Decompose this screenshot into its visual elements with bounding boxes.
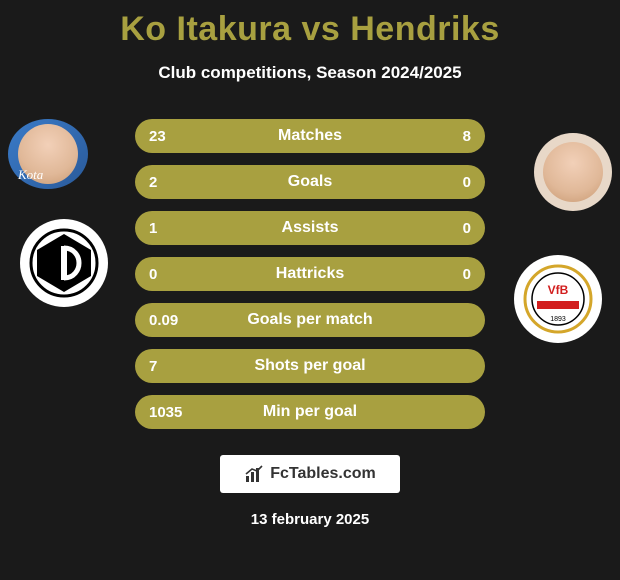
club-right-badge: VfB 1893 bbox=[514, 255, 602, 343]
subtitle: Club competitions, Season 2024/2025 bbox=[0, 63, 620, 83]
club-left-badge bbox=[20, 219, 108, 307]
borussia-badge-icon bbox=[29, 228, 99, 298]
page-title: Ko Itakura vs Hendriks bbox=[0, 0, 620, 49]
stat-row: 23 Matches 8 bbox=[135, 119, 485, 153]
chart-icon bbox=[244, 464, 264, 484]
stat-row: 0.09 Goals per match bbox=[135, 303, 485, 337]
stat-label: Assists bbox=[282, 219, 339, 237]
stat-row: 1035 Min per goal bbox=[135, 395, 485, 429]
stat-right-value: 0 bbox=[463, 220, 471, 237]
stat-row: 2 Goals 0 bbox=[135, 165, 485, 199]
stat-label: Goals per match bbox=[247, 311, 372, 329]
stat-label: Hattricks bbox=[276, 265, 344, 283]
player-left-avatar: Kota bbox=[8, 119, 88, 189]
comparison-panel: Kota VfB 1893 23 Matches 8 2 Goals bbox=[0, 119, 620, 528]
stat-label: Goals bbox=[288, 173, 332, 191]
stat-right-value: 0 bbox=[463, 266, 471, 283]
stats-list: 23 Matches 8 2 Goals 0 1 Assists 0 0 Hat… bbox=[135, 119, 485, 429]
player-left-signature: Kota bbox=[18, 167, 43, 183]
stat-row: 1 Assists 0 bbox=[135, 211, 485, 245]
brand-badge[interactable]: FcTables.com bbox=[220, 455, 400, 493]
stat-left-value: 23 bbox=[149, 128, 166, 145]
stat-left-value: 0 bbox=[149, 266, 157, 283]
vfb-badge-icon: VfB 1893 bbox=[523, 264, 593, 334]
brand-label: FcTables.com bbox=[270, 465, 376, 483]
player-right-avatar bbox=[534, 133, 612, 211]
stat-left-value: 7 bbox=[149, 358, 157, 375]
svg-text:VfB: VfB bbox=[548, 283, 569, 297]
stat-right-value: 0 bbox=[463, 174, 471, 191]
stat-label: Shots per goal bbox=[254, 357, 365, 375]
stat-row: 7 Shots per goal bbox=[135, 349, 485, 383]
stat-left-value: 1035 bbox=[149, 404, 182, 421]
stat-left-value: 2 bbox=[149, 174, 157, 191]
stat-row: 0 Hattricks 0 bbox=[135, 257, 485, 291]
stat-right-value: 8 bbox=[463, 128, 471, 145]
player-photo-icon bbox=[543, 142, 603, 202]
stat-left-value: 0.09 bbox=[149, 312, 178, 329]
footer-date: 13 february 2025 bbox=[0, 511, 620, 528]
stat-label: Matches bbox=[278, 127, 342, 145]
svg-text:1893: 1893 bbox=[550, 316, 566, 323]
stat-label: Min per goal bbox=[263, 403, 357, 421]
stat-left-value: 1 bbox=[149, 220, 157, 237]
